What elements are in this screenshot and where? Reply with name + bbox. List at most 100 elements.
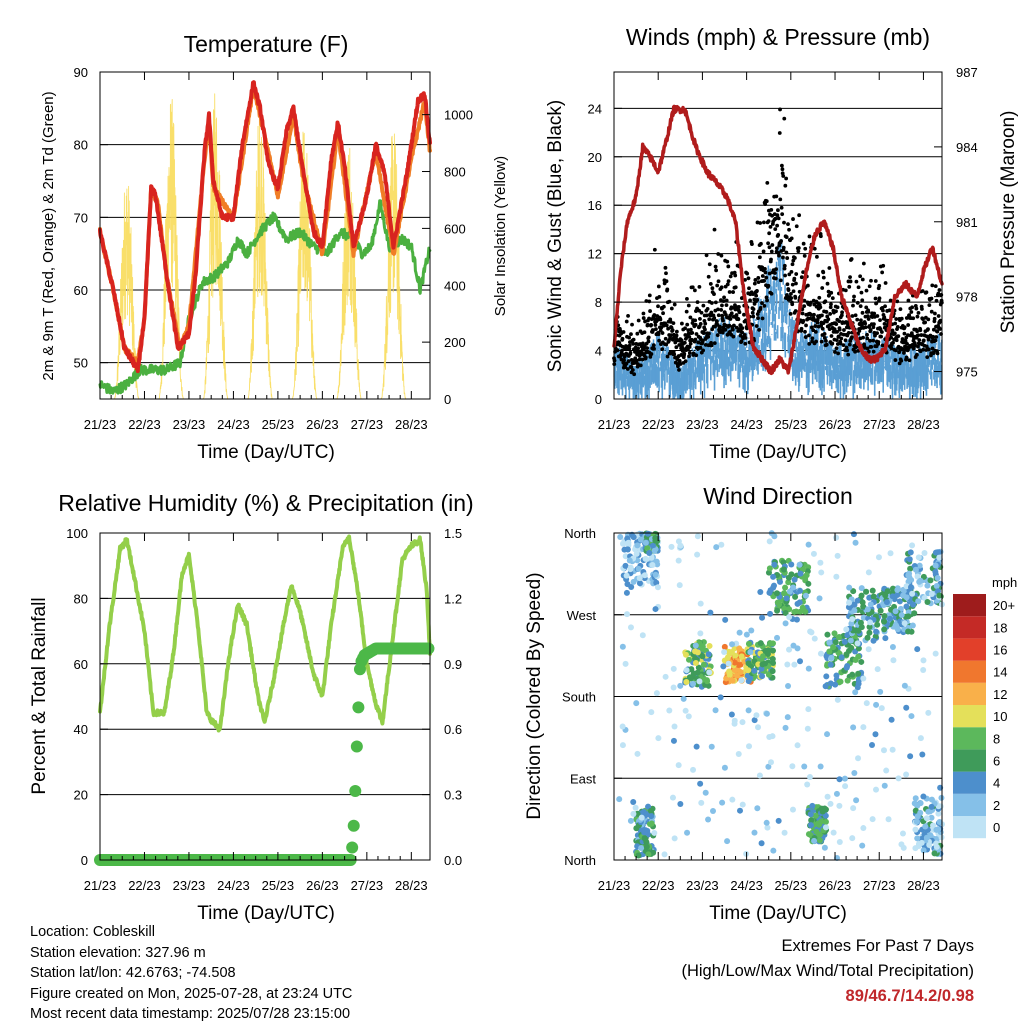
direction-dot: [705, 816, 712, 823]
direction-dot: [924, 599, 931, 606]
direction-dot: [936, 554, 943, 561]
direction-dot: [912, 807, 919, 814]
gust-dot: [753, 278, 758, 282]
direction-dot: [724, 838, 731, 845]
gust-dot: [848, 275, 852, 280]
gust-dot: [818, 305, 823, 310]
gust-dot: [796, 246, 801, 250]
direction-dot: [649, 561, 656, 568]
direction-dot: [908, 713, 915, 720]
gust-dot: [687, 334, 692, 339]
direction-dot: [801, 763, 808, 770]
gust-dot: [636, 318, 641, 323]
gust-dot: [698, 316, 702, 321]
gust-dot: [924, 290, 929, 295]
gust-dot: [701, 348, 706, 353]
gust-dot: [683, 359, 688, 364]
gust-dot: [705, 307, 710, 311]
direction-dot: [805, 706, 812, 713]
gust-dot: [682, 351, 687, 356]
pressure-line: [612, 104, 944, 376]
gust-dot: [634, 358, 639, 363]
direction-dot: [901, 620, 908, 627]
gust-dot: [747, 286, 751, 291]
direction-dot: [849, 671, 856, 678]
direction-dot: [805, 541, 812, 548]
gust-dot: [626, 359, 631, 364]
y-tick-label: 978: [956, 290, 978, 305]
gust-dot: [778, 107, 782, 112]
y-tick-label: 20: [588, 150, 602, 165]
direction-dot: [780, 566, 787, 573]
direction-dot: [836, 776, 843, 783]
solar-ylabel: Solar Insolation (Yellow): [492, 156, 509, 316]
direction-dot: [644, 545, 651, 552]
gust-dot: [696, 340, 701, 345]
gust-dot: [931, 327, 936, 332]
direction-dot: [855, 645, 862, 652]
gust-dot: [789, 291, 793, 296]
gust-dot: [664, 279, 669, 284]
gust-dot: [770, 243, 775, 247]
gust-dot: [783, 183, 788, 188]
gust-dot: [754, 324, 759, 328]
gust-dot: [789, 236, 794, 241]
gust-dot: [911, 316, 916, 321]
direction-dot: [853, 797, 860, 804]
gust-dot: [829, 290, 834, 295]
x-tick-label: 23/23: [173, 878, 206, 893]
x-tick-label: 21/23: [598, 878, 631, 893]
direction-dot: [854, 597, 861, 604]
direction-dot: [770, 582, 777, 589]
direction-dot: [822, 683, 829, 690]
direction-dot: [662, 673, 669, 680]
direction-dot: [933, 836, 940, 843]
precip-dot: [350, 740, 363, 753]
direction-dot: [624, 546, 631, 553]
direction-dot: [757, 640, 764, 647]
gust-dot: [748, 298, 752, 303]
direction-dot: [936, 592, 943, 599]
colorbar-label: 18: [993, 620, 1007, 635]
direction-dot: [729, 677, 736, 684]
gust-dot: [656, 304, 660, 309]
gust-dot: [709, 343, 714, 348]
gust-dot: [635, 331, 640, 336]
direction-dot: [777, 578, 784, 585]
direction-dot: [806, 774, 813, 781]
gust-dot: [780, 212, 785, 217]
direction-dot: [917, 577, 924, 584]
gust-dot: [807, 341, 812, 346]
gust-dot: [789, 269, 794, 274]
direction-dot: [783, 595, 790, 602]
x-tick-label: 25/23: [775, 878, 808, 893]
gust-dot: [651, 343, 656, 348]
gust-dot: [707, 262, 712, 267]
gust-dot: [843, 338, 848, 343]
gust-dot: [729, 311, 734, 316]
direction-dot: [889, 593, 896, 600]
direction-dot: [671, 723, 678, 730]
direction-dot: [624, 581, 631, 588]
direction-dot: [870, 593, 877, 600]
direction-dot: [739, 801, 746, 808]
direction-dot: [823, 673, 830, 680]
direction-dot: [788, 561, 795, 568]
direction-dot: [930, 822, 937, 829]
direction-dot: [830, 829, 837, 836]
gust-dot: [679, 321, 684, 326]
gust-dot: [931, 334, 935, 339]
direction-dot: [764, 824, 771, 831]
gust-dot: [859, 318, 863, 323]
gust-dot: [687, 351, 692, 355]
direction-dot: [781, 590, 788, 597]
direction-dot: [877, 607, 884, 614]
gust-dot: [861, 261, 866, 266]
gust-dot: [649, 317, 654, 322]
gust-dot: [649, 322, 654, 327]
gust-dot: [629, 332, 633, 336]
direction-dot: [786, 606, 793, 613]
gust-dot: [663, 336, 668, 341]
gust-dot: [906, 298, 911, 303]
